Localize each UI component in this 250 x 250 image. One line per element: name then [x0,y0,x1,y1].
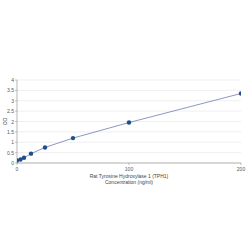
x-axis-label-line: Concentration (ng/ml) [105,179,153,185]
y-tick-label: 4 [11,77,14,83]
x-axis [17,163,241,164]
x-tick-label: 0 [16,166,19,172]
y-axis [17,80,18,163]
grid-line [17,111,241,112]
curve [17,93,241,160]
grid-line [17,152,241,153]
grid-line [17,90,241,91]
point [22,156,26,160]
point [43,145,47,149]
y-tick-label: 3 [11,98,14,104]
y-tick-label: 3.5 [7,87,14,93]
y-tick-label: 1.5 [7,129,14,135]
point [71,136,75,140]
grid-line [17,100,241,101]
grid-line [17,142,241,143]
y-tick-label: 2 [11,119,14,125]
grid-line [17,80,241,81]
y-tick-label: 0.5 [7,150,14,156]
y-tick-label: 1 [11,139,14,145]
x-axis-label: Rat Tyrosine Hydroxylase 1 (TPH1)Concent… [90,173,169,185]
point [239,91,241,95]
y-axis-label: OD [2,117,8,125]
point [29,151,33,155]
y-tick-label: 2.5 [7,108,14,114]
grid-line [17,131,241,132]
x-tick-label: 200 [237,166,246,172]
plot-area [17,91,241,162]
y-tick-label: 0 [11,160,14,166]
x-tick-label: 100 [125,166,134,172]
point [127,120,131,124]
